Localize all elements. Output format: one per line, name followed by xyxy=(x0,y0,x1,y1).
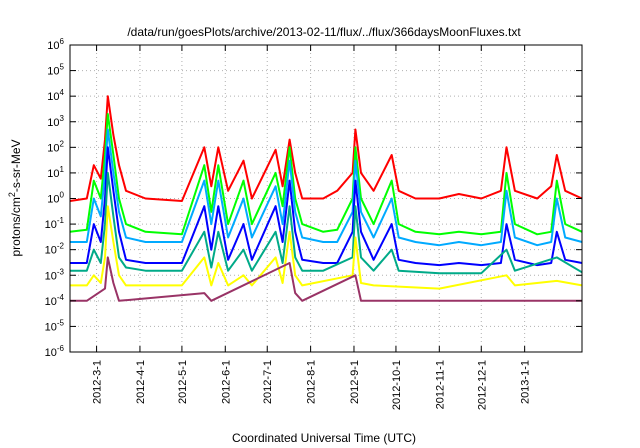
y-tick-exponent: 2 xyxy=(60,139,65,148)
series-line-7 xyxy=(70,256,582,302)
x-tick-label: 2012-3-1 xyxy=(92,360,104,404)
x-axis: 2012-3-1 2012-4-1 2012-5-1 2012-6-1 2012-7-1… xyxy=(92,45,532,410)
x-tick-label: 2012-8-1 xyxy=(306,360,318,404)
y-tick-label: 102 xyxy=(47,139,64,154)
x-tick-label: 2012-6-1 xyxy=(220,360,232,404)
y-tick-exponent: 0 xyxy=(60,191,65,200)
y-tick-exponent: -2 xyxy=(57,242,65,251)
x-tick-label: 2012-9-1 xyxy=(349,360,361,404)
series-line-6 xyxy=(70,205,583,290)
series-line-1 xyxy=(69,95,583,202)
series-line-4 xyxy=(70,146,583,267)
y-tick-label: 103 xyxy=(47,114,64,129)
x-tick-label: 2012-7-1 xyxy=(262,360,274,404)
y-tick-exponent: 4 xyxy=(60,88,65,97)
x-tick-label: 2012-4-1 xyxy=(135,360,147,404)
y-tick-label: 10-4 xyxy=(45,293,65,308)
y-tick-base: 10 xyxy=(45,219,57,231)
y-tick-exponent: 3 xyxy=(60,114,65,123)
y-tick-exponent: -5 xyxy=(57,318,65,327)
series-layer xyxy=(69,95,583,302)
y-tick-label: 10-6 xyxy=(45,344,65,359)
y-tick-base: 10 xyxy=(45,270,57,282)
series-line-5 xyxy=(70,171,583,275)
y-tick-base: 10 xyxy=(47,168,59,180)
y-tick-label: 101 xyxy=(47,165,64,180)
y-tick-label: 106 xyxy=(47,37,64,52)
y-axis-label-part-2: -s-sr-MeV xyxy=(9,139,23,192)
y-tick-label: 100 xyxy=(47,191,64,206)
y-tick-base: 10 xyxy=(45,296,57,308)
y-tick-base: 10 xyxy=(45,321,57,333)
y-tick-exponent: 5 xyxy=(60,63,65,72)
y-tick-base: 10 xyxy=(47,66,59,78)
y-tick-exponent: 6 xyxy=(60,37,65,46)
x-tick-label: 2012-11-1 xyxy=(434,360,446,409)
y-axis-label: protons/cm2-s-sr-MeV xyxy=(7,139,23,256)
chart-title: /data/run/goesPlots/archive/2013-02-11/f… xyxy=(127,25,521,39)
grid xyxy=(70,45,582,352)
y-axis-label-superscript: 2 xyxy=(7,192,17,197)
x-tick-label: 2012-10-1 xyxy=(391,360,403,410)
y-tick-label: 10-3 xyxy=(45,267,65,282)
x-tick-label: 2012-5-1 xyxy=(177,360,189,404)
y-tick-label: 10-5 xyxy=(45,318,65,333)
y-tick-base: 10 xyxy=(47,142,59,154)
series-line-2 xyxy=(69,113,583,236)
y-tick-exponent: -1 xyxy=(57,216,65,225)
y-tick-label: 105 xyxy=(47,63,64,78)
y-tick-base: 10 xyxy=(47,91,59,103)
x-tick-label: 2012-12-1 xyxy=(476,360,488,410)
y-tick-exponent: -3 xyxy=(57,267,65,276)
y-tick-label: 10-2 xyxy=(45,242,65,257)
y-axis: 10-610-510-410-310-210-11001011021031041… xyxy=(45,37,582,359)
y-tick-base: 10 xyxy=(47,117,59,129)
series-line-3 xyxy=(70,128,583,247)
y-tick-exponent: 1 xyxy=(60,165,65,174)
y-tick-exponent: -4 xyxy=(57,293,65,302)
y-tick-label: 104 xyxy=(47,88,64,103)
y-tick-base: 10 xyxy=(45,347,57,359)
x-axis-label: Coordinated Universal Time (UTC) xyxy=(232,431,416,445)
y-tick-base: 10 xyxy=(47,194,59,206)
y-tick-exponent: -6 xyxy=(57,344,65,353)
y-tick-label: 10-1 xyxy=(45,216,65,231)
y-tick-base: 10 xyxy=(47,40,59,52)
x-tick-label: 2013-1-1 xyxy=(520,360,532,404)
y-tick-base: 10 xyxy=(45,245,57,257)
y-axis-label-part-1: protons/cm xyxy=(9,197,23,256)
